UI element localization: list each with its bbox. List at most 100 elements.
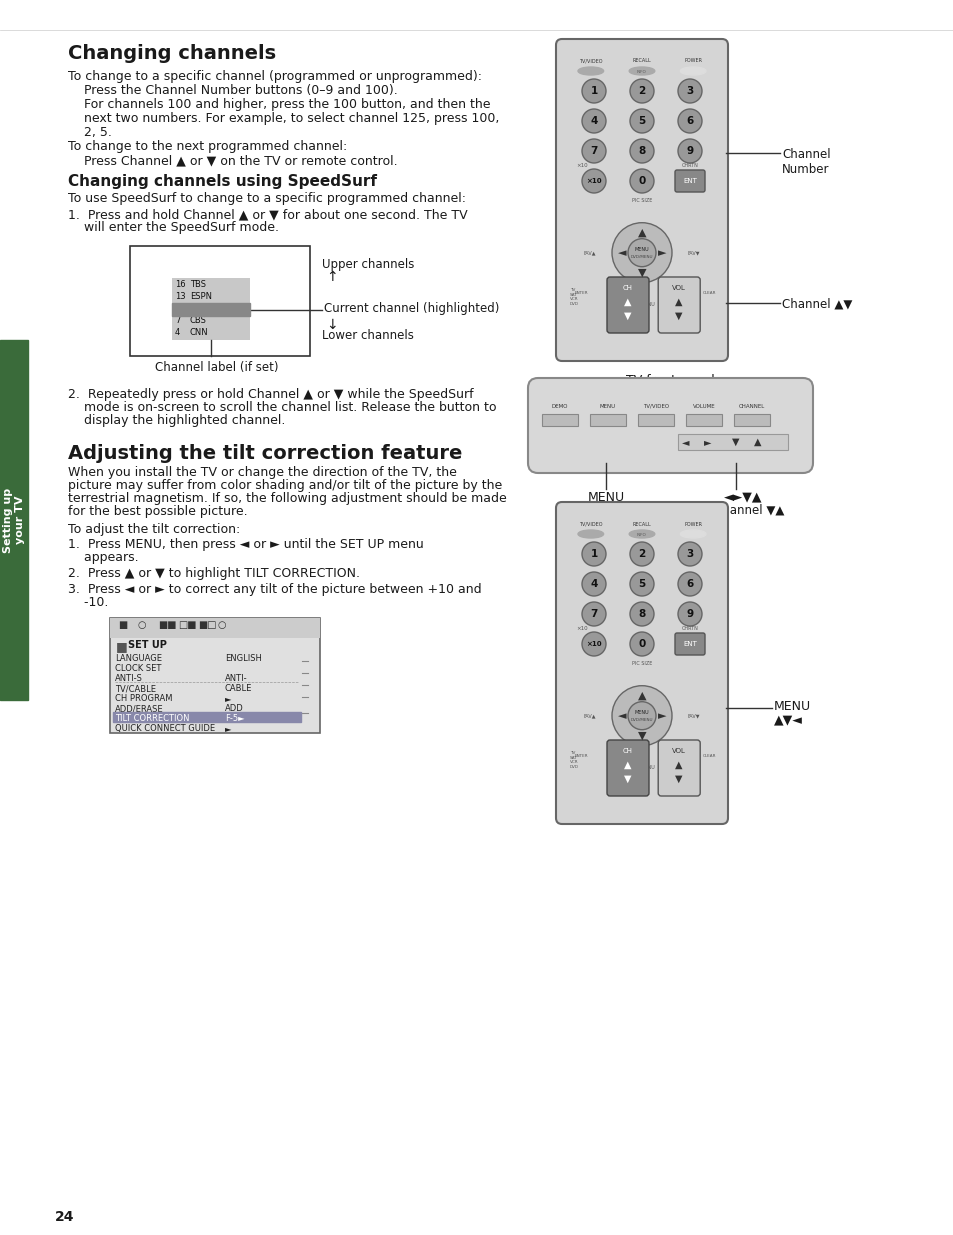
- Text: VOLUME: VOLUME: [692, 404, 715, 409]
- Text: 8: 8: [638, 609, 645, 619]
- Text: 1: 1: [590, 550, 597, 559]
- Circle shape: [629, 572, 654, 597]
- Text: ○: ○: [218, 620, 226, 630]
- Text: Channel label (if set): Channel label (if set): [154, 361, 278, 374]
- Text: TV/VIDEO: TV/VIDEO: [578, 521, 602, 526]
- Text: CH PROGRAM: CH PROGRAM: [115, 694, 172, 703]
- Text: Upper channels: Upper channels: [322, 258, 414, 270]
- Text: 1.  Press and hold Channel ▲ or ▼ for about one second. The TV: 1. Press and hold Channel ▲ or ▼ for abo…: [68, 207, 467, 221]
- Text: 4: 4: [590, 579, 598, 589]
- Text: FAV▼: FAV▼: [687, 251, 700, 256]
- Text: ▲: ▲: [638, 690, 645, 700]
- Text: ▼: ▼: [623, 774, 631, 784]
- Circle shape: [629, 601, 654, 626]
- Circle shape: [629, 632, 654, 656]
- Text: ▲: ▲: [675, 296, 682, 308]
- Text: ▼: ▼: [623, 311, 631, 321]
- Text: ▲: ▲: [754, 437, 760, 447]
- Text: 2: 2: [638, 550, 645, 559]
- Circle shape: [629, 140, 654, 163]
- Bar: [112, 713, 301, 722]
- Text: Current channel (highlighted): Current channel (highlighted): [324, 303, 498, 315]
- Circle shape: [581, 140, 605, 163]
- Text: TILT CORRECTION: TILT CORRECTION: [115, 714, 190, 722]
- Circle shape: [612, 685, 671, 746]
- Text: POWER: POWER: [683, 58, 701, 63]
- Text: 4: 4: [590, 116, 598, 126]
- Text: MENU: MENU: [599, 404, 616, 409]
- Text: ×10: ×10: [585, 178, 601, 184]
- Bar: [172, 278, 250, 340]
- Text: Press the Channel Number buttons (0–9 and 100).: Press the Channel Number buttons (0–9 an…: [68, 84, 397, 98]
- Text: 5: 5: [638, 116, 645, 126]
- Ellipse shape: [578, 530, 603, 538]
- Text: PIC SIZE: PIC SIZE: [631, 198, 652, 204]
- Text: Setting up
your TV: Setting up your TV: [3, 488, 25, 552]
- Text: ▲: ▲: [638, 227, 645, 237]
- FancyBboxPatch shape: [606, 740, 648, 797]
- Text: DEMO: DEMO: [551, 404, 568, 409]
- Text: TBS: TBS: [190, 280, 206, 289]
- Text: DVD/MENU: DVD/MENU: [630, 254, 653, 258]
- Text: ANTI-: ANTI-: [225, 674, 248, 683]
- Text: To adjust the tilt correction:: To adjust the tilt correction:: [68, 522, 240, 536]
- Text: ▲: ▲: [675, 760, 682, 769]
- Text: POWER: POWER: [683, 521, 701, 526]
- Circle shape: [629, 79, 654, 103]
- Text: FAV▲: FAV▲: [583, 713, 596, 719]
- Text: picture may suffer from color shading and/or tilt of the picture by the: picture may suffer from color shading an…: [68, 479, 501, 492]
- Text: CH: CH: [622, 285, 633, 291]
- Text: 1.  Press MENU, then press ◄ or ► until the SET UP menu: 1. Press MENU, then press ◄ or ► until t…: [68, 538, 423, 551]
- Text: 4: 4: [174, 329, 180, 337]
- Text: 2: 2: [638, 86, 645, 96]
- Text: ▼: ▼: [675, 311, 682, 321]
- Text: ▲▼◄: ▲▼◄: [773, 713, 802, 726]
- Text: FAV▼: FAV▼: [628, 753, 639, 758]
- Text: ×10: ×10: [585, 641, 601, 647]
- Text: ENTER: ENTER: [574, 290, 587, 295]
- Text: ANTI-S: ANTI-S: [115, 674, 143, 683]
- Text: CH: CH: [622, 748, 633, 755]
- Text: CHANNEL: CHANNEL: [739, 404, 764, 409]
- Text: FAV▼: FAV▼: [628, 290, 639, 295]
- Text: 3: 3: [685, 86, 693, 96]
- Bar: [541, 414, 578, 426]
- Text: ►: ►: [657, 248, 665, 258]
- Text: VOL: VOL: [672, 285, 685, 291]
- Text: 6: 6: [685, 579, 693, 589]
- Text: 16: 16: [174, 280, 186, 289]
- FancyBboxPatch shape: [556, 501, 727, 824]
- Circle shape: [678, 109, 701, 133]
- Circle shape: [581, 542, 605, 566]
- Text: TV/VIDEO: TV/VIDEO: [578, 58, 602, 63]
- Text: ADD/ERASE: ADD/ERASE: [115, 704, 164, 713]
- Text: 5: 5: [638, 579, 645, 589]
- Text: TOP MENU: TOP MENU: [628, 766, 654, 771]
- Circle shape: [581, 79, 605, 103]
- Text: ▼: ▼: [675, 774, 682, 784]
- Text: 1: 1: [590, 86, 597, 96]
- Text: ▼: ▼: [638, 731, 645, 741]
- Text: 13: 13: [174, 291, 186, 301]
- Text: ▲: ▲: [623, 760, 631, 769]
- Text: MENU: MENU: [773, 700, 810, 713]
- Text: 2.  Repeatedly press or hold Channel ▲ or ▼ while the SpeedSurf: 2. Repeatedly press or hold Channel ▲ or…: [68, 388, 473, 401]
- Text: 6: 6: [685, 116, 693, 126]
- Ellipse shape: [629, 530, 654, 538]
- Text: INFO: INFO: [637, 70, 646, 74]
- Circle shape: [627, 238, 656, 267]
- Text: ◄: ◄: [618, 248, 625, 258]
- Text: ◄: ◄: [618, 710, 625, 721]
- Text: RECALL: RECALL: [632, 521, 651, 526]
- Text: 9: 9: [686, 146, 693, 156]
- Text: DVD/MENU: DVD/MENU: [630, 718, 653, 721]
- Text: ADD: ADD: [225, 704, 244, 713]
- Text: Channel ▲▼: Channel ▲▼: [781, 298, 851, 311]
- Bar: [0, 340, 28, 700]
- Text: 11: 11: [174, 304, 185, 312]
- Text: F-5►: F-5►: [225, 714, 244, 722]
- Text: ENT: ENT: [682, 178, 697, 184]
- Circle shape: [629, 109, 654, 133]
- Text: 3: 3: [685, 550, 693, 559]
- Text: ◄►▼▲: ◄►▼▲: [723, 490, 761, 503]
